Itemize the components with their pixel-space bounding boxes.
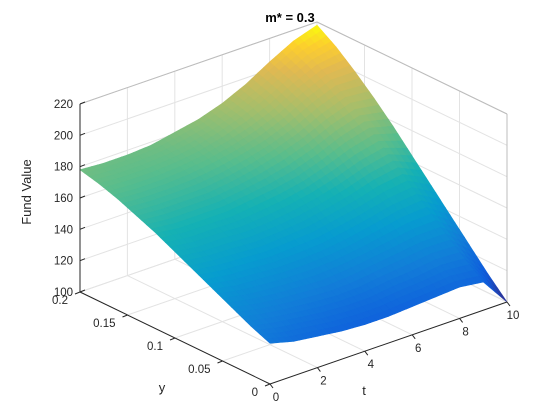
surface-patch [264,338,277,344]
z-tick-mark [79,226,86,230]
z-tick-mark [79,258,86,262]
y-tick-label: 0 [252,387,258,399]
z-tick-label: 200 [54,130,73,142]
z-axis-label: Fund Value [19,159,34,225]
z-tick-mark [79,101,86,105]
z-tick-mark [79,195,86,199]
z-tick-label: 160 [54,193,73,205]
x-tick-label: 8 [462,326,468,338]
tick-labels: 024681000.050.10.150.2100120140160180200… [52,99,519,404]
x-tick-mark [364,350,369,356]
y-tick-label: 0.15 [93,318,115,330]
z-tick-mark [79,132,86,136]
x-tick-label: 10 [507,310,520,322]
y-tick-mark [217,360,223,364]
z-tick-mark [79,164,86,168]
x-tick-mark [316,367,321,372]
z-tick-label: 100 [54,287,73,299]
y-tick-label: 0.05 [188,364,210,376]
z-tick-label: 220 [54,99,73,111]
y-tick-label: 0.2 [52,295,68,307]
y-tick-mark [74,291,81,295]
x-tick-mark [459,318,464,323]
x-axis-line [269,301,508,385]
axes [74,101,511,389]
x-tick-label: 0 [273,392,279,404]
y-axis-label: y [159,380,166,395]
box-edge [79,21,318,105]
y-tick-mark [169,337,176,341]
x-tick-mark [411,334,416,340]
x-tick-mark [269,383,274,389]
x-tick-label: 6 [415,343,421,355]
surface-plot [79,24,508,344]
x-axis-label: t [362,383,366,398]
x-tick-mark [506,301,511,307]
z-tick-label: 180 [54,162,73,174]
chart-title: m* = 0.3 [265,10,315,25]
y-tick-mark [264,383,271,387]
y-tick-label: 0.1 [147,341,163,353]
z-tick-label: 120 [54,256,73,268]
x-tick-label: 2 [320,376,326,388]
z-tick-mark [79,289,86,293]
x-tick-label: 4 [368,359,375,371]
z-tick-label: 140 [54,224,73,236]
box-edge [316,21,508,115]
y-tick-mark [122,314,128,318]
